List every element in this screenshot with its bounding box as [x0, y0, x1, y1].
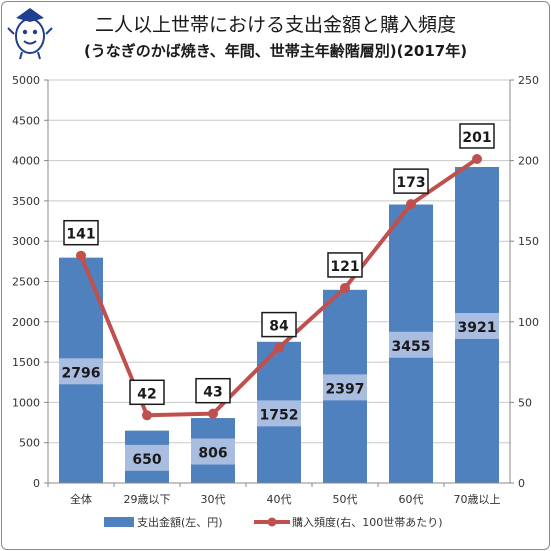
left-axis-tick-label: 1500 — [12, 356, 40, 369]
left-axis-tick-label: 3000 — [12, 235, 40, 248]
left-axis-tick-label: 500 — [19, 437, 40, 450]
line-value-label-box — [393, 168, 429, 194]
x-axis-tick-label: 40代 — [267, 493, 292, 506]
legend-bar-swatch — [104, 517, 134, 527]
bar-value-label-bg — [125, 444, 169, 471]
left-axis-tick-label: 5000 — [12, 74, 40, 87]
line-value-label-box — [63, 219, 99, 246]
x-axis-tick-label: 70歳以上 — [454, 493, 501, 506]
bar-value-label: 2796 — [62, 365, 101, 381]
line-value-label-box — [327, 252, 363, 278]
line-value-label: 43 — [203, 385, 222, 401]
legend-line-label: 購入頻度(右、100世帯あたり) — [292, 515, 443, 529]
frequency-point — [340, 282, 350, 293]
bar-value-label-bg — [59, 358, 103, 385]
left-axis-tick-label: 2500 — [12, 276, 40, 289]
frequency-point — [142, 410, 152, 421]
frequency-point — [274, 342, 284, 353]
line-value-label-box — [261, 311, 297, 338]
line-value-label: 121 — [330, 259, 359, 275]
bar-value-label: 2397 — [326, 381, 365, 397]
bar-value-label-bg — [389, 331, 433, 358]
line-value-label-box — [195, 377, 231, 404]
left-axis-tick-label: 0 — [33, 477, 40, 490]
x-axis-tick-label: 60代 — [399, 493, 424, 506]
left-axis-tick-label: 1000 — [12, 396, 40, 409]
x-axis-tick-label: 29歳以下 — [124, 493, 171, 506]
chart-subtitle: (うなぎのかば焼き、年間、世帯主年齢階層別)(2017年) — [83, 42, 468, 60]
left-axis-tick-label: 4500 — [12, 114, 40, 127]
legend-bar-label: 支出金額(左、円) — [137, 515, 223, 529]
bar-value-label: 3455 — [392, 339, 431, 355]
x-axis-tick-label: 50代 — [333, 493, 358, 506]
line-value-label: 173 — [396, 175, 425, 191]
line-value-label: 141 — [66, 227, 95, 243]
bar-value-label: 1752 — [260, 407, 299, 423]
bar-value-label: 806 — [198, 446, 227, 462]
x-axis-tick-label: 30代 — [201, 493, 226, 506]
frequency-point — [208, 408, 218, 419]
line-value-label: 84 — [269, 319, 289, 335]
bar-value-label: 3921 — [458, 320, 497, 336]
left-axis-tick-label: 2000 — [12, 316, 40, 329]
line-value-label-box — [129, 379, 165, 406]
left-axis-tick-label: 3500 — [12, 195, 40, 208]
frequency-point — [406, 199, 416, 210]
bar-value-label-bg — [191, 438, 235, 465]
right-axis-tick-label: 200 — [518, 155, 539, 168]
left-axis-tick-label: 4000 — [12, 155, 40, 168]
right-axis-tick-label: 50 — [518, 396, 532, 409]
right-axis-tick-label: 0 — [518, 477, 525, 490]
bar-value-label-bg — [323, 374, 367, 401]
x-axis-tick-label: 全体 — [70, 492, 92, 506]
right-axis-tick-label: 100 — [518, 316, 539, 329]
frequency-point — [76, 250, 86, 261]
bar-value-label: 650 — [132, 452, 161, 468]
line-value-label-box — [459, 123, 495, 149]
bar-value-label-bg — [455, 312, 499, 339]
bar-value-label-bg — [257, 400, 301, 427]
line-value-label: 201 — [462, 130, 491, 146]
right-axis-tick-label: 250 — [518, 74, 539, 87]
mascot-icon — [7, 8, 53, 60]
right-axis-tick-label: 150 — [518, 235, 539, 248]
legend-line-marker — [267, 517, 277, 527]
line-value-label: 42 — [137, 386, 156, 402]
frequency-point — [472, 153, 482, 164]
chart-title: 二人以上世帯における支出金額と購入頻度 — [94, 14, 456, 36]
